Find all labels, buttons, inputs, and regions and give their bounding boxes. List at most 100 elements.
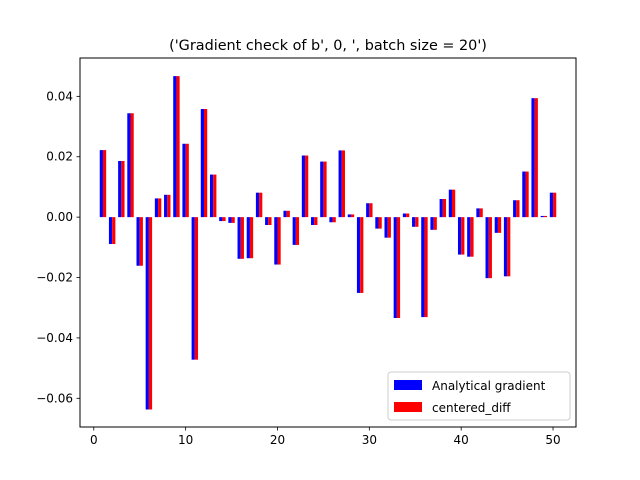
bar-analytical-gradient-26 (329, 217, 333, 223)
bar-centered-diff-2 (112, 217, 116, 245)
bar-analytical-gradient-50 (549, 192, 554, 218)
bar-centered-diff-28 (350, 214, 355, 218)
bar-analytical-gradient-2 (108, 217, 113, 245)
bar-centered-diff-24 (314, 217, 318, 225)
legend-box (387, 371, 571, 421)
bar-centered-diff-48 (534, 98, 538, 218)
bar-analytical-gradient-8 (164, 194, 168, 218)
bar-analytical-gradient-48 (531, 98, 535, 218)
bar-analytical-gradient-18 (255, 192, 260, 218)
bar-centered-diff-50 (553, 192, 557, 218)
bar-centered-diff-41 (470, 217, 474, 257)
y-tick-label: −0.06 (36, 391, 73, 405)
bar-analytical-gradient-49 (540, 215, 544, 218)
bar-centered-diff-35 (415, 217, 419, 227)
bar-analytical-gradient-44 (494, 217, 498, 233)
bar-centered-diff-26 (332, 217, 336, 223)
bar-centered-diff-16 (240, 217, 244, 259)
bar-analytical-gradient-25 (320, 161, 324, 218)
bar-analytical-gradient-23 (301, 155, 306, 218)
bar-analytical-gradient-15 (228, 217, 232, 223)
bar-centered-diff-39 (452, 189, 456, 218)
bar-analytical-gradient-17 (246, 217, 250, 259)
bar-analytical-gradient-1 (99, 150, 103, 218)
bar-centered-diff-40 (461, 217, 465, 255)
bar-analytical-gradient-5 (136, 217, 140, 266)
bar-centered-diff-49 (543, 215, 548, 218)
bar-centered-diff-36 (424, 217, 428, 318)
bar-centered-diff-30 (369, 203, 373, 218)
bar-analytical-gradient-41 (467, 217, 471, 257)
legend: Analytical gradient centered_diff (387, 371, 571, 421)
bar-analytical-gradient-13 (209, 174, 214, 218)
bar-centered-diff-21 (286, 210, 290, 218)
bar-centered-diff-29 (360, 217, 364, 293)
bar-analytical-gradient-32 (384, 217, 388, 238)
x-tick-label: 10 (178, 433, 193, 447)
x-tick-label: 20 (270, 433, 285, 447)
bar-centered-diff-8 (167, 194, 171, 218)
bar-analytical-gradient-30 (366, 203, 370, 218)
bar-analytical-gradient-6 (145, 217, 149, 410)
bar-centered-diff-4 (130, 113, 134, 218)
bar-analytical-gradient-42 (476, 208, 480, 218)
bar-centered-diff-34 (406, 213, 410, 218)
x-tick-label: 30 (362, 433, 377, 447)
bar-centered-diff-32 (387, 217, 391, 238)
bar-centered-diff-15 (231, 217, 235, 223)
bar-centered-diff-31 (378, 217, 382, 229)
x-tick-label: 40 (454, 433, 469, 447)
bar-analytical-gradient-35 (412, 217, 416, 227)
bar-centered-diff-43 (488, 217, 492, 279)
bar-centered-diff-47 (525, 171, 529, 218)
bar-analytical-gradient-39 (448, 189, 452, 218)
x-axis: 0 10 20 30 40 50 (90, 427, 561, 447)
bar-analytical-gradient-31 (375, 217, 379, 229)
bar-centered-diff-27 (341, 150, 345, 218)
bar-analytical-gradient-20 (274, 217, 278, 265)
bar-centered-diff-1 (102, 150, 107, 218)
bar-analytical-gradient-3 (118, 160, 122, 218)
bar-centered-diff-19 (268, 217, 272, 225)
chart-title: ('Gradient check of b', 0, ', batch size… (169, 38, 487, 54)
bar-analytical-gradient-28 (347, 214, 351, 218)
bar-centered-diff-18 (259, 192, 263, 218)
bar-centered-diff-13 (213, 174, 217, 218)
bar-centered-diff-17 (249, 217, 254, 259)
bar-analytical-gradient-46 (513, 200, 517, 218)
bar-analytical-gradient-9 (173, 76, 177, 218)
bar-analytical-gradient-10 (182, 143, 186, 218)
bar-analytical-gradient-7 (154, 198, 159, 218)
plot-frame (79, 57, 577, 428)
bar-centered-diff-37 (433, 217, 437, 230)
bar-analytical-gradient-14 (219, 217, 223, 222)
bar-centered-diff-12 (204, 109, 208, 218)
legend-swatch-centered (394, 402, 422, 412)
bar-centered-diff-23 (305, 155, 309, 218)
y-axis: −0.06 −0.04 −0.02 0.00 0.02 0.04 (36, 89, 80, 405)
bar-analytical-gradient-38 (439, 199, 443, 218)
bar-centered-diff-38 (442, 199, 447, 218)
bar-analytical-gradient-37 (430, 217, 434, 230)
bar-centered-diff-9 (176, 76, 180, 218)
bar-analytical-gradient-34 (402, 213, 407, 218)
y-tick-label: −0.02 (36, 271, 73, 285)
bar-analytical-gradient-36 (421, 217, 425, 318)
bar-analytical-gradient-40 (457, 217, 462, 255)
bar-centered-diff-25 (323, 161, 327, 218)
x-tick-label: 0 (90, 433, 98, 447)
bar-centered-diff-11 (194, 217, 199, 360)
bar-centered-diff-44 (497, 217, 502, 233)
legend-label-centered: centered_diff (432, 401, 511, 415)
bar-centered-diff-7 (158, 198, 162, 218)
bar-centered-diff-14 (222, 217, 226, 222)
x-tick-label: 50 (545, 433, 560, 447)
y-tick-label: 0.00 (46, 210, 73, 224)
bars-layer (99, 76, 557, 410)
bar-centered-diff-3 (121, 160, 125, 218)
bar-centered-diff-5 (139, 217, 143, 266)
bar-analytical-gradient-4 (127, 113, 131, 218)
bar-analytical-gradient-24 (311, 217, 315, 225)
legend-label-analytical: Analytical gradient (432, 379, 546, 393)
